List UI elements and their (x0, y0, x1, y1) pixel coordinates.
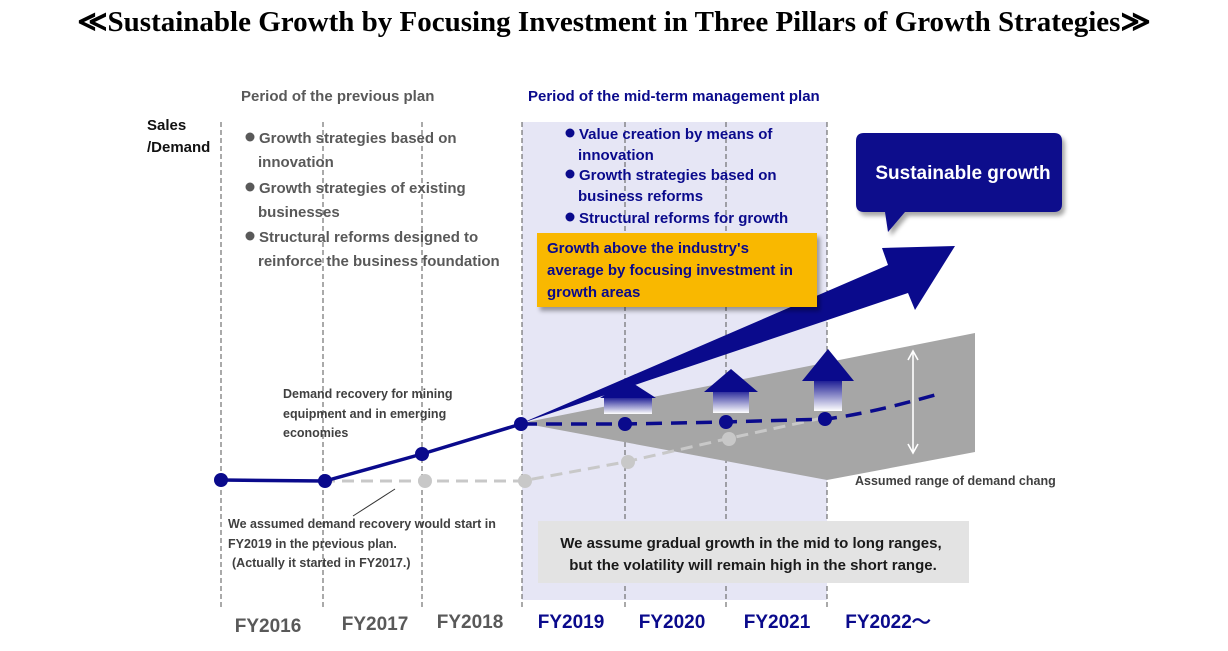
y-axis-label-line-2: /Demand (147, 139, 210, 156)
orange-line-1: Growth above the industry's (547, 240, 749, 257)
volatility-note-box (538, 521, 969, 583)
orange-box-text: Growth above the industry's average by f… (547, 240, 797, 301)
bullet-dot (565, 212, 575, 222)
forecast-point-fy2020 (618, 417, 632, 431)
previous-bullet-1: Growth strategies based on innovation (258, 130, 461, 171)
bullet-dot (245, 231, 255, 241)
orange-highlight-box (537, 233, 817, 307)
demand-range-label: Assumed range of demand chang (855, 474, 1056, 488)
assumption-note: We assumed demand recovery would start i… (228, 517, 499, 570)
volatility-line-1: We assume gradual growth in the mid to l… (560, 535, 941, 552)
forecast-point-fy2022 (818, 412, 832, 426)
forecast-demand-line (521, 391, 943, 426)
y-axis-label: Sales /Demand (147, 117, 210, 156)
up-arrow-fy2021 (704, 369, 758, 413)
demand-recovery-note: Demand recovery for mining equipment and… (283, 387, 456, 440)
previous-assumption-line (323, 415, 828, 483)
mid-term-bullet-3: Structural reforms for growth (579, 210, 788, 227)
volatility-line-2: but the volatility will remain high in t… (569, 557, 937, 574)
actual-point-fy2017 (318, 474, 332, 488)
volatility-note-text: We assume gradual growth in the mid to l… (560, 535, 946, 574)
actual-point-fy2019 (514, 417, 528, 431)
previous-assumption-points (418, 432, 736, 488)
page-title: ≪Sustainable Growth by Focusing Investme… (77, 6, 1151, 38)
fiscal-year-labels: FY2016 FY2017 FY2018 FY2019 FY2020 FY202… (235, 612, 931, 637)
mid-term-plan-bullets: Value creation by means of innovation Gr… (565, 126, 788, 227)
sustainable-growth-arrow (522, 246, 955, 423)
actual-point-fy2018 (415, 447, 429, 461)
fy-label-2017: FY2017 (342, 614, 409, 635)
callout-label: Sustainable growth (875, 163, 1050, 184)
assumption-leader-line (352, 488, 396, 517)
up-arrow-fy2022 (802, 349, 854, 411)
mid-term-bullet-2: Growth strategies based on business refo… (578, 167, 781, 205)
orange-line-2: average by focusing investment in (547, 262, 793, 279)
growth-push-arrows (600, 349, 854, 414)
bullet-dot (245, 132, 255, 142)
mid-term-plan-heading: Period of the mid-term management plan (528, 88, 820, 105)
mid-term-bullet-1: Value creation by means of innovation (578, 126, 777, 164)
y-axis-label-line-1: Sales (147, 117, 186, 134)
forecast-point-fy2021 (719, 415, 733, 429)
actual-demand-points (214, 412, 832, 488)
fy-label-2019: FY2019 (538, 612, 605, 633)
bullet-dot (565, 128, 575, 138)
previous-point-fy2018 (418, 474, 432, 488)
fy-label-2021: FY2021 (744, 612, 811, 633)
fy-label-2016: FY2016 (235, 616, 302, 637)
up-arrow-fy2020 (600, 380, 656, 414)
fy-label-2018: FY2018 (437, 612, 504, 633)
previous-bullet-2: Growth strategies of existing businesses (258, 180, 470, 221)
previous-point-fy2021 (722, 432, 736, 446)
fy-label-2020: FY2020 (639, 612, 706, 633)
sustainable-growth-callout (856, 133, 1062, 232)
previous-point-fy2020 (621, 455, 635, 469)
previous-point-fy2019 (518, 474, 532, 488)
bullet-dot (565, 169, 575, 179)
previous-bullet-3: Structural reforms designed to reinforce… (258, 229, 500, 270)
previous-plan-heading: Period of the previous plan (241, 88, 434, 105)
actual-demand-line (220, 422, 522, 483)
bullet-dot (245, 182, 255, 192)
actual-point-fy2016 (214, 473, 228, 487)
orange-line-3: growth areas (547, 284, 640, 301)
range-double-arrow (907, 349, 919, 455)
previous-plan-bullets: Growth strategies based on innovation Gr… (245, 130, 500, 270)
fy-label-2022: FY2022～ (845, 612, 931, 633)
